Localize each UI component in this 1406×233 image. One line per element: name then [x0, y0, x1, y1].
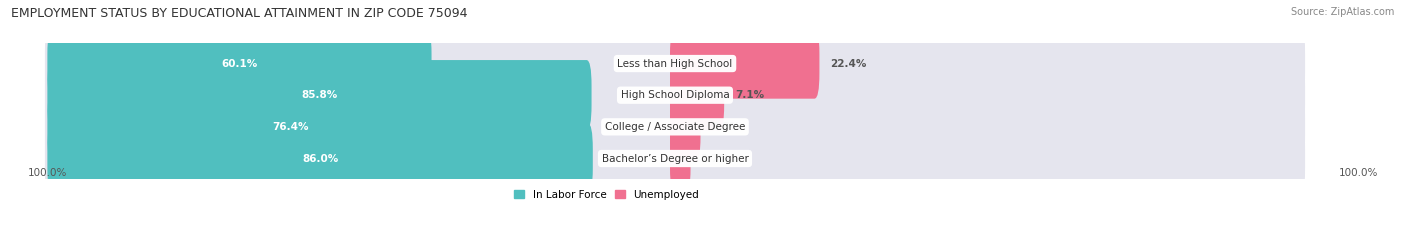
FancyBboxPatch shape [45, 111, 1305, 206]
FancyBboxPatch shape [48, 28, 432, 99]
FancyBboxPatch shape [671, 60, 724, 130]
FancyBboxPatch shape [48, 92, 533, 162]
Text: 100.0%: 100.0% [28, 168, 67, 178]
Text: 86.0%: 86.0% [302, 154, 339, 164]
FancyBboxPatch shape [671, 123, 690, 194]
Text: 100.0%: 100.0% [1339, 168, 1378, 178]
FancyBboxPatch shape [45, 79, 1305, 175]
FancyBboxPatch shape [45, 16, 1305, 111]
Text: Bachelor’s Degree or higher: Bachelor’s Degree or higher [602, 154, 748, 164]
FancyBboxPatch shape [48, 123, 593, 194]
Text: Source: ZipAtlas.com: Source: ZipAtlas.com [1291, 7, 1395, 17]
Text: 85.8%: 85.8% [301, 90, 337, 100]
FancyBboxPatch shape [48, 60, 592, 130]
Text: 3.3%: 3.3% [711, 122, 740, 132]
Legend: In Labor Force, Unemployed: In Labor Force, Unemployed [510, 185, 703, 204]
Text: High School Diploma: High School Diploma [620, 90, 730, 100]
Text: Less than High School: Less than High School [617, 58, 733, 69]
Text: 7.1%: 7.1% [735, 90, 763, 100]
Text: 1.7%: 1.7% [702, 154, 730, 164]
FancyBboxPatch shape [671, 28, 820, 99]
Text: College / Associate Degree: College / Associate Degree [605, 122, 745, 132]
Text: 76.4%: 76.4% [271, 122, 308, 132]
FancyBboxPatch shape [671, 92, 700, 162]
Text: EMPLOYMENT STATUS BY EDUCATIONAL ATTAINMENT IN ZIP CODE 75094: EMPLOYMENT STATUS BY EDUCATIONAL ATTAINM… [11, 7, 468, 20]
Text: 60.1%: 60.1% [221, 58, 257, 69]
FancyBboxPatch shape [45, 47, 1305, 143]
Text: 22.4%: 22.4% [830, 58, 866, 69]
